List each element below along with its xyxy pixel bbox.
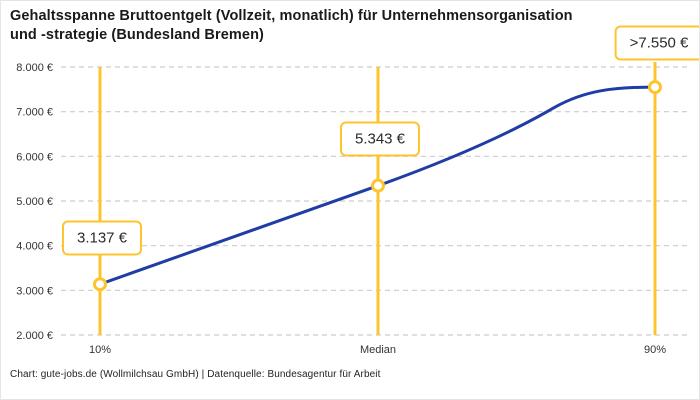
y-axis-tick-label: 6.000 € — [16, 151, 53, 163]
y-axis-tick-label: 5.000 € — [16, 196, 53, 208]
y-axis-tick-label: 3.000 € — [16, 285, 53, 297]
y-axis-tick-label: 7.000 € — [16, 107, 53, 119]
chart-title: Gehaltsspanne Bruttoentgelt (Vollzeit, m… — [10, 7, 573, 45]
value-label-10%: 3.137 € — [61, 220, 143, 256]
x-axis-label-Median: Median — [360, 344, 396, 356]
data-point-marker-90% — [648, 80, 662, 95]
y-axis-tick-label: 8.000 € — [16, 62, 53, 74]
value-label-Median: 5.343 € — [339, 121, 421, 157]
chart-source-credit: Chart: gute-jobs.de (Wollmilchsau GmbH) … — [10, 369, 381, 380]
chart-title-line-2: und -strategie (Bundesland Bremen) — [10, 27, 264, 43]
x-axis-label-90%: 90% — [644, 344, 666, 356]
value-label-90%: >7.550 € — [614, 25, 699, 61]
salary-curve — [98, 85, 657, 286]
data-point-marker-Median — [371, 178, 385, 193]
data-point-marker-10% — [93, 277, 107, 292]
y-axis-tick-label: 4.000 € — [16, 241, 53, 253]
chart-title-line-1: Gehaltsspanne Bruttoentgelt (Vollzeit, m… — [10, 8, 573, 24]
x-axis-label-10%: 10% — [89, 344, 111, 356]
y-axis-tick-label: 2.000 € — [16, 330, 53, 342]
